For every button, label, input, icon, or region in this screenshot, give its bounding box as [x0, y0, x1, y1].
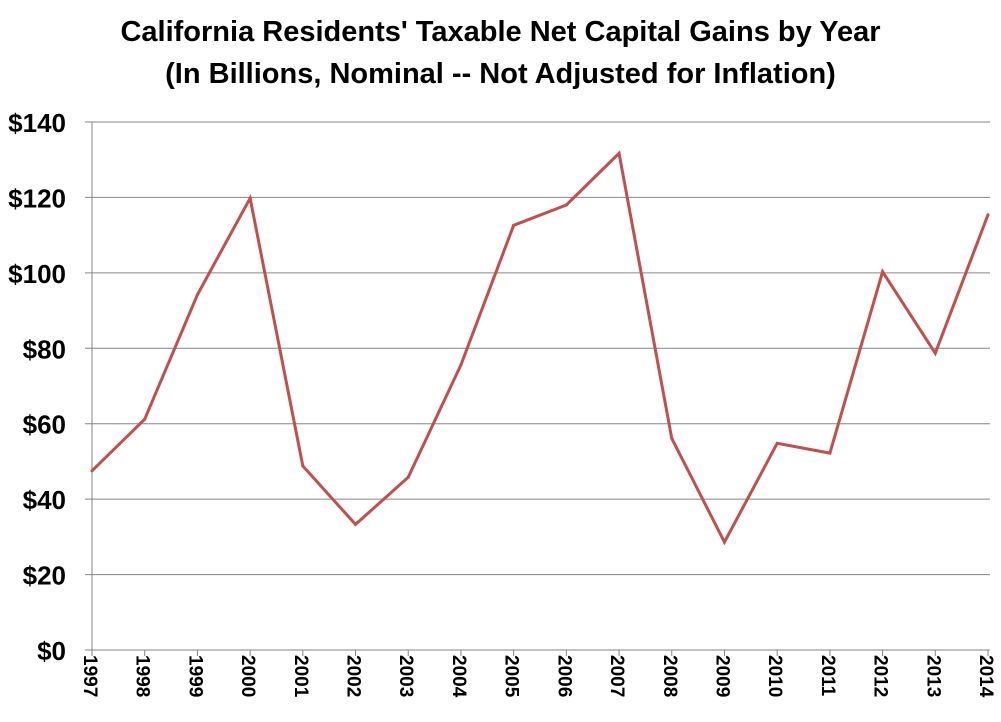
data-point — [722, 540, 726, 544]
x-tick-label: 1997 — [79, 655, 100, 697]
x-tick-label: 2000 — [237, 655, 258, 697]
data-point — [775, 441, 779, 445]
data-point — [195, 293, 199, 297]
data-point — [459, 363, 463, 367]
x-tick-label: 2003 — [395, 655, 416, 697]
y-tick-label: $20 — [23, 561, 66, 591]
data-point — [248, 196, 252, 200]
data-point — [301, 464, 305, 468]
y-tick-label: $100 — [8, 259, 66, 289]
y-tick-label: $140 — [8, 108, 66, 138]
chart-title: California Residents' Taxable Net Capita… — [120, 16, 881, 48]
x-tick-label: 2013 — [922, 655, 943, 697]
x-tick-label: 2012 — [870, 655, 891, 697]
data-point — [512, 223, 516, 227]
y-tick-label: $120 — [8, 183, 66, 213]
data-point — [90, 469, 94, 473]
y-tick-label: $80 — [23, 334, 66, 364]
data-point — [933, 351, 937, 355]
x-tick-label: 2001 — [290, 655, 311, 698]
x-tick-label: 2006 — [553, 655, 574, 697]
x-tick-label: 2009 — [711, 655, 732, 697]
x-tick-label: 2014 — [975, 655, 996, 698]
x-tick-label: 2010 — [764, 655, 785, 697]
data-point — [354, 522, 358, 526]
x-tick-label: 1999 — [184, 655, 205, 697]
data-point — [828, 451, 832, 455]
chart-subtitle: (In Billions, Nominal -- Not Adjusted fo… — [165, 58, 836, 90]
data-point — [617, 151, 621, 155]
y-tick-label: $40 — [23, 485, 66, 515]
y-tick-label: $60 — [23, 410, 66, 440]
data-point — [564, 203, 568, 207]
y-tick-label: $0 — [37, 636, 66, 666]
x-tick-label: 2007 — [606, 655, 627, 697]
data-point — [143, 417, 147, 421]
x-tick-label: 2008 — [659, 655, 680, 697]
data-point — [986, 213, 990, 217]
series-line — [90, 150, 990, 546]
data-point — [881, 270, 885, 274]
data-point — [406, 475, 410, 479]
x-tick-label: 2005 — [501, 655, 522, 698]
x-tick-label: 2011 — [817, 655, 838, 697]
x-tick-label: 2004 — [448, 655, 469, 698]
data-point — [670, 436, 674, 440]
x-tick-label: 1998 — [132, 655, 153, 697]
x-tick-label: 2002 — [343, 655, 364, 697]
